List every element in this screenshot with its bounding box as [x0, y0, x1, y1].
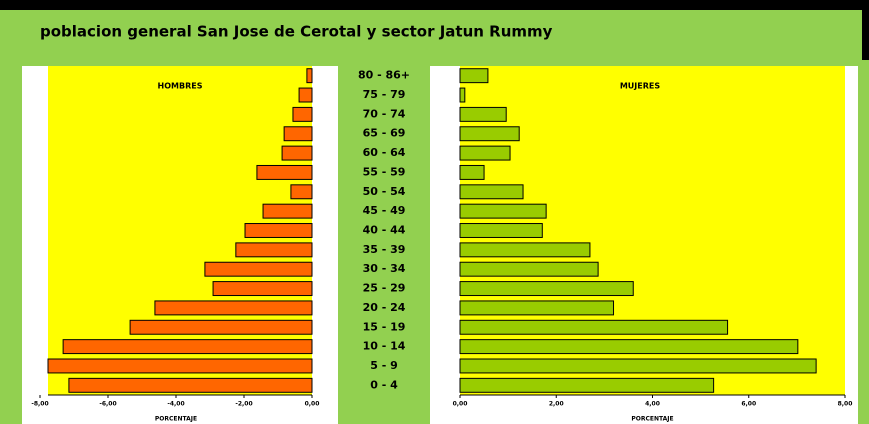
bar: [47, 358, 313, 374]
bar: [459, 87, 466, 103]
bar: [68, 377, 313, 393]
top-border: [0, 0, 869, 10]
x-tick-label: 8,00: [838, 401, 853, 408]
panel-label: MUJERES: [620, 82, 661, 91]
panel-label: HOMBRES: [158, 82, 203, 91]
x-axis-title: PORCENTAJE: [631, 416, 673, 423]
x-tick-label: -8,00: [31, 401, 48, 408]
bar: [459, 68, 489, 84]
age-label: 20 - 24: [363, 301, 406, 314]
age-label: 65 - 69: [363, 127, 406, 140]
bar: [244, 223, 313, 238]
bar: [292, 106, 313, 122]
right-border: [862, 0, 869, 60]
bar: [212, 281, 313, 297]
age-label: 40 - 44: [363, 224, 406, 237]
bar: [459, 242, 591, 258]
age-label: 30 - 34: [363, 262, 406, 275]
x-tick-label: 0,00: [305, 401, 320, 408]
bar: [459, 281, 634, 297]
age-label: 15 - 19: [363, 320, 406, 333]
age-label: 75 - 79: [363, 88, 406, 101]
bar: [459, 358, 817, 374]
bar: [459, 319, 729, 335]
bar: [459, 223, 543, 238]
bar: [459, 261, 599, 277]
bar: [459, 300, 615, 316]
bar: [459, 145, 511, 161]
x-tick-label: 6,00: [741, 401, 756, 408]
age-label: 60 - 64: [363, 146, 406, 159]
bar: [129, 319, 313, 335]
x-tick-label: -2,00: [235, 401, 252, 408]
age-label: 25 - 29: [363, 282, 406, 295]
bar: [459, 164, 485, 180]
bar: [235, 242, 313, 258]
bar: [306, 68, 313, 84]
bar: [281, 145, 313, 161]
age-label: 55 - 59: [363, 165, 406, 178]
bar: [298, 87, 313, 103]
bar: [459, 126, 520, 142]
age-label: 45 - 49: [363, 204, 406, 217]
bar: [62, 339, 313, 355]
x-axis-title: PORCENTAJE: [155, 416, 197, 423]
age-label: 35 - 39: [363, 243, 406, 256]
bar: [459, 106, 507, 122]
bar: [459, 339, 799, 355]
bar: [459, 184, 524, 200]
x-tick-label: 0,00: [453, 401, 468, 408]
bar: [204, 261, 313, 277]
age-label: 0 - 4: [370, 378, 398, 391]
age-label: 10 - 14: [363, 340, 406, 353]
bar: [256, 164, 313, 180]
age-label: 80 - 86+: [358, 69, 410, 82]
bar: [459, 377, 715, 393]
age-label: 5 - 9: [370, 359, 398, 372]
bar: [459, 203, 547, 219]
x-tick-label: 4,00: [645, 401, 660, 408]
bar: [290, 184, 313, 200]
x-tick-label: -6,00: [99, 401, 116, 408]
x-tick-label: -4,00: [167, 401, 184, 408]
bar: [154, 300, 313, 316]
bar: [283, 126, 313, 142]
chart-title: poblacion general San Jose de Cerotal y …: [40, 23, 553, 41]
bar: [262, 203, 313, 219]
x-tick-label: 2,00: [549, 401, 564, 408]
age-label: 50 - 54: [363, 185, 406, 198]
age-label: 70 - 74: [363, 107, 406, 120]
